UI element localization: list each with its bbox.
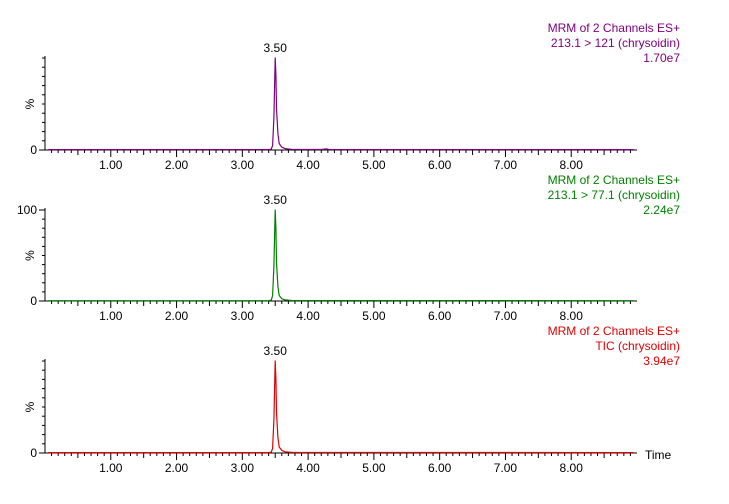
panel-subtitle: 213.1 > 77.1 (chrysoidin) [548, 188, 680, 202]
x-tick-label: 6.00 [428, 461, 452, 475]
x-tick-label: 4.00 [296, 158, 320, 172]
x-tick-label: 7.00 [494, 158, 518, 172]
x-tick-label: 2.00 [165, 461, 189, 475]
x-tick-label: 1.00 [99, 461, 123, 475]
x-axis-label: Time [645, 448, 672, 462]
x-tick-label: 8.00 [560, 461, 584, 475]
x-tick-label: 6.00 [428, 309, 452, 323]
y-axis-label: % [23, 250, 37, 261]
x-tick-label: 3.00 [231, 461, 255, 475]
x-tick-label: 7.00 [494, 461, 518, 475]
panel-intensity: 2.24e7 [643, 203, 680, 217]
y-tick-label: 0 [30, 294, 37, 308]
chromatogram-trace [48, 360, 634, 454]
y-axis-label: % [23, 98, 37, 109]
x-tick-label: 6.00 [428, 158, 452, 172]
chromatogram-panel-1: 0% 1.00 2.00 3.00 4.00 5.00 6.00 7.00 8.00 3.50 MR… [23, 21, 680, 172]
x-tick-label: 7.00 [494, 309, 518, 323]
x-tick-label: 5.00 [362, 158, 386, 172]
x-tick-label: 2.00 [165, 158, 189, 172]
peak-retention-label: 3.50 [264, 41, 288, 55]
chromatogram-trace [48, 57, 634, 151]
x-tick-label: 8.00 [560, 309, 584, 323]
panel-title: MRM of 2 Channels ES+ [548, 21, 680, 35]
panel-subtitle: 213.1 > 121 (chrysoidin) [551, 36, 680, 50]
y-axis-label: % [23, 401, 37, 412]
panel-title: MRM of 2 Channels ES+ [548, 324, 680, 338]
chromatogram-panel-2: 0 100% 1.00 2.00 3.00 4.00 5.00 6.00 7.00 8.00 3.5… [17, 173, 680, 323]
panel-intensity: 3.94e7 [643, 354, 680, 368]
x-tick-label: 4.00 [296, 309, 320, 323]
peak-retention-label: 3.50 [264, 344, 288, 358]
x-tick-label: 3.00 [231, 158, 255, 172]
x-tick-label: 4.00 [296, 461, 320, 475]
panel-subtitle: TIC (chrysoidin) [595, 339, 680, 353]
chromatogram-panel-3: 0% 1.00 2.00 3.00 4.00 5.00 6.00 7.00 8.00 3.50 MR… [23, 324, 680, 475]
peak-retention-label: 3.50 [264, 193, 288, 207]
y-tick-label: 0 [30, 446, 37, 460]
chromatogram-trace [48, 209, 634, 302]
y-tick-label: 0 [30, 143, 37, 157]
x-tick-label: 5.00 [362, 309, 386, 323]
x-tick-label: 5.00 [362, 461, 386, 475]
x-tick-label: 3.00 [231, 309, 255, 323]
x-tick-label: 8.00 [560, 158, 584, 172]
x-tick-label: 2.00 [165, 309, 189, 323]
x-tick-label: 1.00 [99, 158, 123, 172]
panel-title: MRM of 2 Channels ES+ [548, 173, 680, 187]
panel-intensity: 1.70e7 [643, 51, 680, 65]
y-tick-label: 100 [17, 203, 37, 217]
x-tick-label: 1.00 [99, 309, 123, 323]
